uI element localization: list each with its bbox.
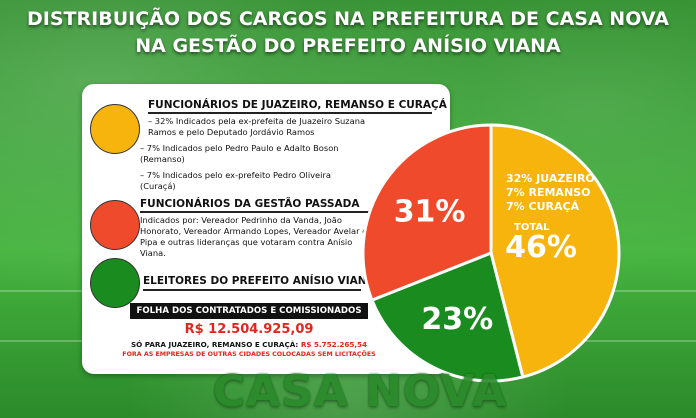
- pie-detail-line: 32% JUAZEIRO: [506, 172, 595, 185]
- pie-total-label: TOTAL: [514, 222, 550, 233]
- legend-title-eleitores: ELEITORES DO PREFEITO ANÍSIO VIANA: [143, 275, 375, 287]
- legend-swatch-juazeiro: [90, 104, 140, 154]
- payroll-subtotal-amount: R$ 5.752.265,54: [300, 340, 368, 349]
- pie-label-eleitores: 23%: [421, 302, 493, 337]
- pie-label-gestao-passada: 31%: [394, 194, 466, 229]
- legend-divider: [148, 112, 432, 114]
- title-line-2: NA GESTÃO DO PREFEITO ANÍSIO VIANA: [135, 35, 561, 57]
- payroll-label: FOLHA DOS CONTRATADOS E COMISSIONADOS: [130, 303, 368, 319]
- pie-slice-juazeiro: [489, 123, 621, 379]
- legend-swatch-gestao-passada: [90, 200, 140, 250]
- legend-title-gestao-passada: FUNCIONÁRIOS DA GESTÃO PASSADA: [140, 198, 360, 210]
- pie-slice-gestao-passada: [361, 123, 493, 303]
- payroll-total: R$ 12.504.925,09: [184, 322, 314, 337]
- pie-label-juazeiro: 46%: [505, 230, 577, 265]
- legend-note-curaca: – 7% Indicados pelo ex-prefeito Pedro Ol…: [140, 170, 331, 191]
- pie-slice-eleitores: [370, 250, 525, 383]
- legend-note-gestao-passada: Indicados por: Vereador Pedrinho da Vand…: [140, 215, 373, 258]
- payroll-subtotal: SÓ PARA JUAZEIRO, REMANSO E CURAÇÁ: R$ 5…: [118, 340, 380, 349]
- legend-divider: [140, 211, 372, 213]
- legend-divider: [143, 289, 361, 291]
- legend-swatch-eleitores: [90, 258, 140, 308]
- casa-nova-logo: CASA NOVA: [212, 366, 508, 417]
- title-line-1: DISTRIBUIÇÃO DOS CARGOS NA PREFEITURA DE…: [27, 8, 669, 30]
- pie-detail-line: 7% REMANSO: [506, 186, 590, 199]
- payroll-subtotal-label: SÓ PARA JUAZEIRO, REMANSO E CURAÇÁ:: [130, 340, 299, 349]
- legend-note-juazeiro: – 32% Indicados pela ex-prefeita de Juaz…: [148, 116, 366, 137]
- pie-detail-line: 7% CURAÇÁ: [506, 200, 580, 213]
- legend-title-juazeiro: FUNCIONÁRIOS DE JUAZEIRO, REMANSO E CURA…: [148, 99, 447, 111]
- legend-note-remanso: – 7% Indicados pelo Pedro Paulo e Adalto…: [140, 143, 339, 164]
- page-title: DISTRIBUIÇÃO DOS CARGOS NA PREFEITURA DE…: [0, 6, 696, 60]
- payroll-disclaimer: FORA AS EMPRESAS DE OUTRAS CIDADES COLOC…: [122, 351, 376, 358]
